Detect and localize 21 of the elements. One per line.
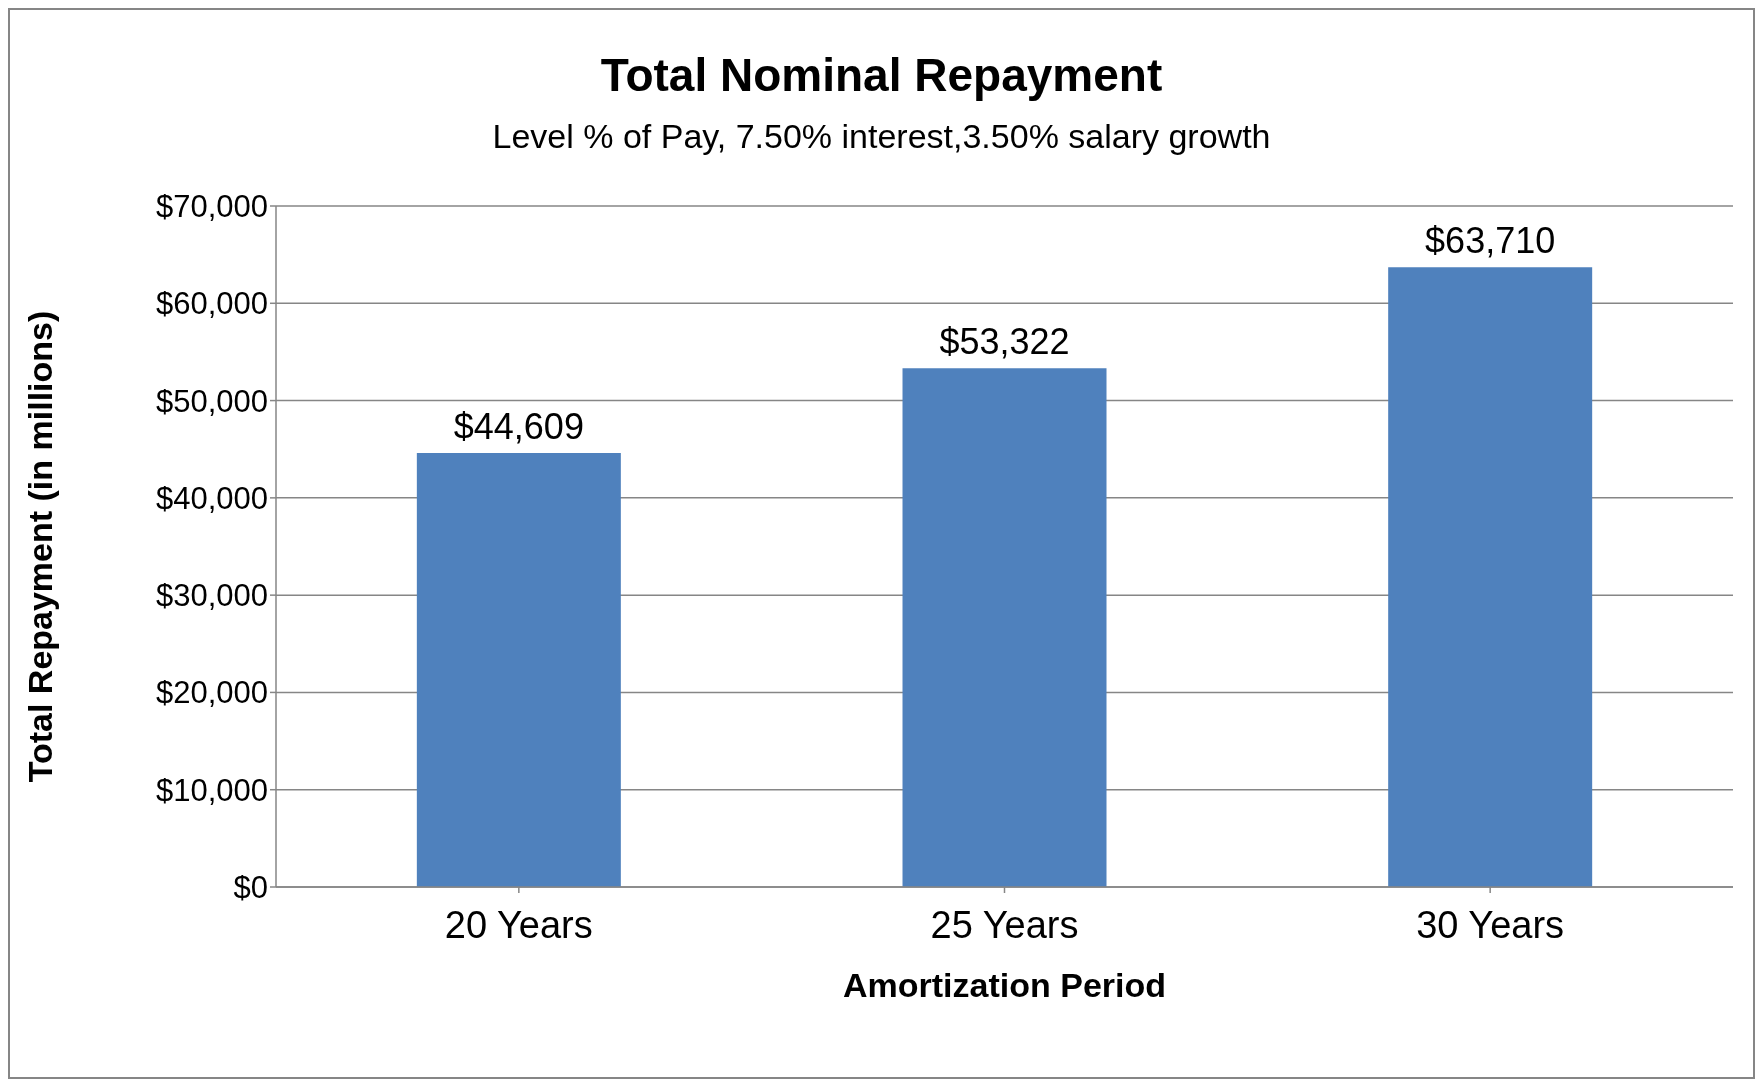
y-tick-label: $70,000 xyxy=(155,189,268,225)
bar xyxy=(1388,267,1593,887)
chart-title: Total Nominal Repayment xyxy=(599,48,1164,102)
y-tick-label: $40,000 xyxy=(155,480,268,516)
y-tick-label: $20,000 xyxy=(155,675,268,711)
y-axis-title: Total Repayment (in millions) xyxy=(21,310,60,783)
data-label: $44,609 xyxy=(453,406,584,448)
y-tick-label: $30,000 xyxy=(155,578,268,614)
chart-subtitle: Level % of Pay, 7.50% interest,3.50% salary growth xyxy=(491,117,1272,156)
bar xyxy=(416,453,621,887)
y-tick-label: $10,000 xyxy=(155,772,268,808)
x-axis-title: Amortization Period xyxy=(842,966,1167,1004)
y-tick-label: $0 xyxy=(233,870,268,906)
y-tick-label: $60,000 xyxy=(155,286,268,322)
x-tick-label: 25 Years xyxy=(930,903,1079,946)
data-label: $53,322 xyxy=(939,321,1070,363)
data-label: $63,710 xyxy=(1425,220,1556,262)
x-tick-label: 20 Years xyxy=(444,903,593,946)
y-tick-label: $50,000 xyxy=(155,383,268,419)
x-tick-label: 30 Years xyxy=(1416,903,1565,946)
bar xyxy=(902,368,1107,887)
